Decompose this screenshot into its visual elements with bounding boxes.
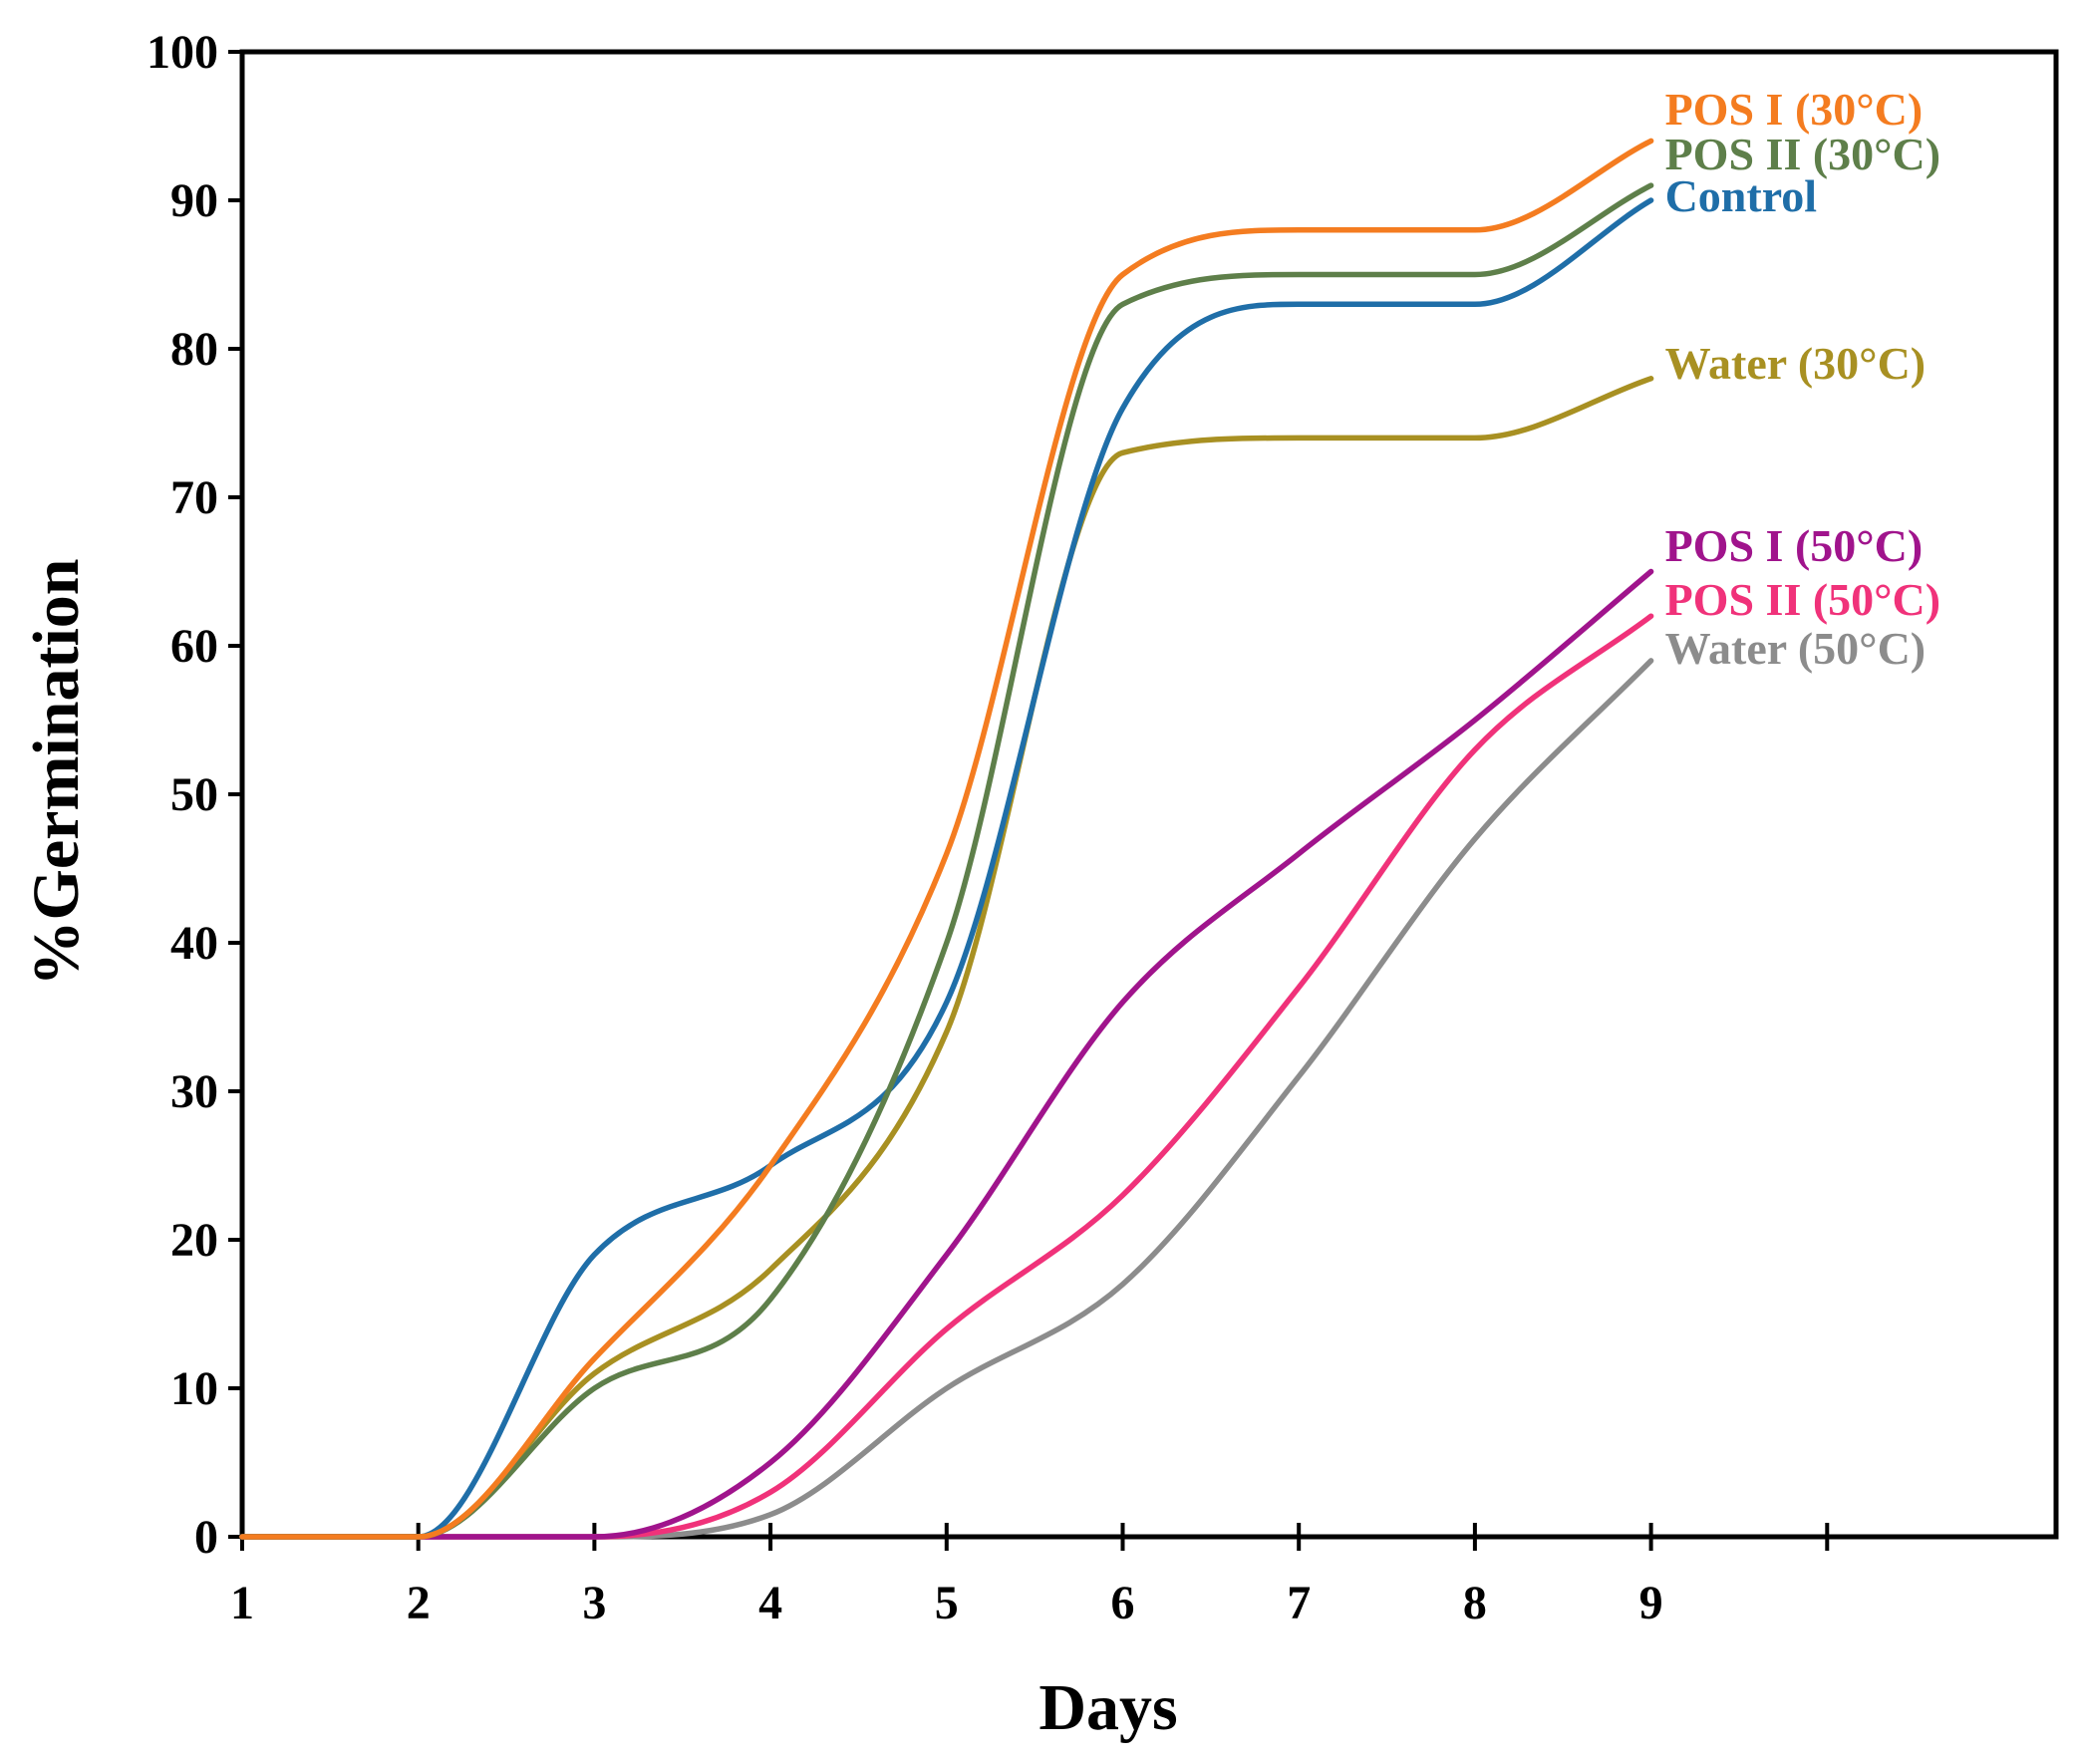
y-tick-label: 10 xyxy=(170,1362,218,1415)
series-lines xyxy=(239,138,1654,1540)
x-tick-label: 6 xyxy=(1110,1577,1134,1629)
x-tick-label: 9 xyxy=(1639,1577,1663,1629)
series-label: POS I (30°C) xyxy=(1665,84,1924,135)
x-tick-label: 8 xyxy=(1463,1577,1487,1629)
y-tick-label: 90 xyxy=(170,174,218,227)
series-line xyxy=(239,568,1654,1540)
y-tick-label: 20 xyxy=(170,1214,218,1267)
series-label: POS II (50°C) xyxy=(1665,574,1941,625)
x-tick-label: 5 xyxy=(935,1577,959,1629)
series-label: Control xyxy=(1665,170,1818,221)
y-axis-ticks: 0 10 20 30 40 50 60 70 80 90 100 xyxy=(147,26,242,1564)
x-axis-title: Days xyxy=(1038,1671,1177,1744)
x-tick-label: 7 xyxy=(1287,1577,1311,1629)
plot-frame xyxy=(239,49,2059,1540)
series-line xyxy=(239,376,1654,1540)
y-tick-label: 70 xyxy=(170,471,218,524)
y-tick-label: 30 xyxy=(170,1065,218,1118)
y-tick-label: 80 xyxy=(170,323,218,376)
series-label: Water (30°C) xyxy=(1665,338,1927,389)
y-axis-title: %Germination xyxy=(20,559,93,987)
series-label: POS II (30°C) xyxy=(1665,129,1941,179)
series-line xyxy=(239,182,1654,1540)
series-line xyxy=(239,197,1654,1540)
y-tick-label: 100 xyxy=(147,26,218,79)
y-tick-label: 50 xyxy=(170,768,218,821)
x-tick-label: 2 xyxy=(407,1577,431,1629)
series-line xyxy=(239,613,1654,1540)
x-tick-label: 4 xyxy=(758,1577,782,1629)
series-labels: POS I (30°C)POS II (30°C)Control Water (3… xyxy=(1665,84,1941,674)
series-label: POS I (50°C) xyxy=(1665,520,1924,571)
x-tick-label: 1 xyxy=(230,1577,254,1629)
series-label: Water (50°C) xyxy=(1665,623,1927,674)
x-tick-label: 3 xyxy=(582,1577,606,1629)
y-tick-label: 60 xyxy=(170,620,218,673)
series-line xyxy=(239,138,1654,1540)
y-tick-label: 0 xyxy=(194,1511,218,1564)
y-tick-label: 40 xyxy=(170,917,218,970)
